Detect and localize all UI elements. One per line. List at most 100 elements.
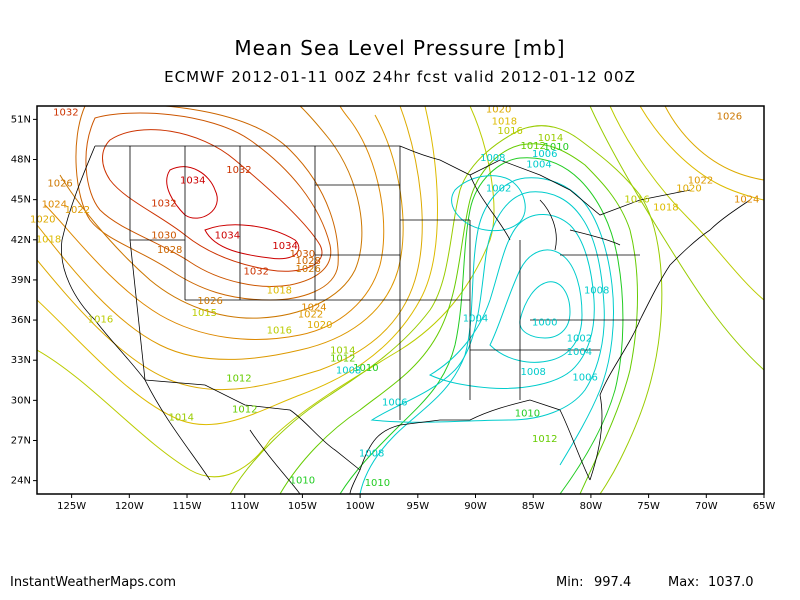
isobar-label: 1008 — [520, 367, 545, 378]
isobar-label: 1020 — [307, 320, 332, 331]
isobar-label: 1012 — [232, 404, 257, 415]
isobar-label: 1034 — [180, 176, 205, 187]
isobar-label: 1018 — [36, 234, 61, 245]
isobar-label: 1030 — [290, 249, 315, 260]
isobar-label: 1016 — [497, 126, 522, 137]
isobar-label: 1026 — [717, 111, 742, 122]
isobar-label: 1018 — [492, 117, 517, 128]
isobar-1022 — [37, 114, 404, 360]
gulf-coast — [359, 399, 591, 481]
isobar-label: 1012 — [532, 434, 557, 445]
isobar-1010 — [339, 157, 624, 494]
isobar-1018-ne — [639, 106, 764, 201]
isobar-label: 1020 — [30, 214, 55, 225]
isobar-label: 1012 — [330, 354, 355, 365]
isobar-label: 1022 — [298, 309, 323, 320]
us-west-coast — [61, 145, 146, 381]
us-mexico-border — [144, 379, 361, 471]
isobar-label: 1002 — [567, 333, 592, 344]
isobar-1002-north — [451, 175, 526, 232]
isobar-1014-ne — [589, 106, 764, 371]
isobar-label: 1034 — [272, 241, 297, 252]
isobar-label: 1020 — [676, 184, 701, 195]
isobar-1016 — [37, 106, 495, 478]
lat-tick-label: 36N — [11, 315, 31, 326]
lon-tick-label: 75W — [637, 501, 660, 512]
isobar-1030 — [85, 112, 332, 287]
max-value: 1037.0 — [708, 575, 754, 590]
lat-tick-label: 33N — [11, 355, 31, 366]
isobar-label: 1032 — [244, 267, 269, 278]
isobar-1008 — [359, 177, 614, 494]
isobar-1018 — [37, 106, 438, 426]
map-geography — [61, 145, 751, 494]
chart-subtitle: ECMWF 2012-01-11 00Z 24hr fcst valid 201… — [164, 68, 636, 86]
isobar-label: 1020 — [486, 105, 511, 116]
lon-tick-label: 115W — [173, 501, 202, 512]
isobar-labels: 1032 102010181016101410121010100610081004… — [30, 105, 759, 489]
lon-tick-label: 95W — [406, 501, 429, 512]
lat-tick-label: 48N — [11, 155, 31, 166]
lat-tick-label: 30N — [11, 395, 31, 406]
isobar-1012 — [279, 143, 638, 494]
isobar-label: 1026 — [295, 264, 320, 275]
lat-tick-label: 51N — [11, 114, 31, 125]
lon-tick-label: 125W — [57, 501, 86, 512]
min-value: 997.4 — [594, 575, 632, 590]
isobar-label: 1006 — [572, 372, 597, 383]
isobar-label: 1006 — [382, 398, 407, 409]
isobar-label: 1004 — [526, 160, 551, 171]
isobar-1002 — [489, 249, 583, 363]
isobar-label: 1018 — [653, 202, 678, 213]
isobar-contours — [37, 106, 764, 494]
isobar-label: 1014 — [330, 346, 355, 357]
isobar-1024 — [44, 106, 385, 340]
isobar-label: 1004 — [463, 313, 488, 324]
isobar-1004 — [428, 214, 595, 389]
isobar-label: 1010 — [544, 142, 569, 153]
isobar-label: 1012 — [226, 374, 251, 385]
state-lines — [129, 146, 640, 420]
lat-tick-label: 27N — [11, 435, 31, 446]
isobar-label: 1015 — [192, 308, 217, 319]
mexico-coast — [144, 379, 361, 494]
isobar-label: 1016 — [88, 315, 113, 326]
isobar-label: 1026 — [197, 296, 222, 307]
lon-tick-label: 85W — [522, 501, 545, 512]
isobar-label: 1008 — [359, 449, 384, 460]
axis-ticks: 125W 120W 115W 110W 105W 100W 95W 90W 85W 80W 75W 7… — [11, 114, 776, 512]
lon-tick-label: 100W — [346, 501, 375, 512]
isobar-label: 1002 — [486, 184, 511, 195]
isobar-1000 — [519, 281, 571, 339]
lon-tick-label: 90W — [464, 501, 487, 512]
isobar-label: 1032 — [226, 165, 251, 176]
isobar-label: 1024 — [734, 194, 759, 205]
isobar-label: 1010 — [353, 363, 378, 374]
chart-title: Mean Sea Level Pressure [mb] — [234, 36, 566, 60]
isobar-label: 1010 — [290, 475, 315, 486]
lon-tick-label: 110W — [230, 501, 259, 512]
isobar-label: 1018 — [267, 285, 292, 296]
isobar-label: 1014 — [538, 133, 563, 144]
isobar-1020-ne — [664, 106, 764, 181]
isobar-label: 1034 — [215, 230, 240, 241]
lon-tick-label: 80W — [580, 501, 603, 512]
isobar-label: 1022 — [688, 176, 713, 187]
isobar-label: 1008 — [336, 366, 361, 377]
isobar-1034-west — [166, 166, 218, 219]
isobar-1032 — [102, 129, 323, 272]
isobar-label: 1030 — [151, 230, 176, 241]
isobar-label: 1000 — [532, 317, 557, 328]
isobar-label: 1012 — [520, 141, 545, 152]
east-coast — [589, 199, 751, 481]
isobar-label: 1022 — [65, 205, 90, 216]
isobar-label: 1006 — [532, 149, 557, 160]
lat-tick-label: 24N — [11, 476, 31, 487]
isobar-label: 1028 — [157, 245, 182, 256]
isobar-label: 1016 — [267, 325, 292, 336]
min-label: Min: — [556, 575, 584, 590]
lat-tick-label: 39N — [11, 275, 31, 286]
lon-tick-label: 105W — [288, 501, 317, 512]
isobar-label: 1014 — [169, 412, 194, 423]
